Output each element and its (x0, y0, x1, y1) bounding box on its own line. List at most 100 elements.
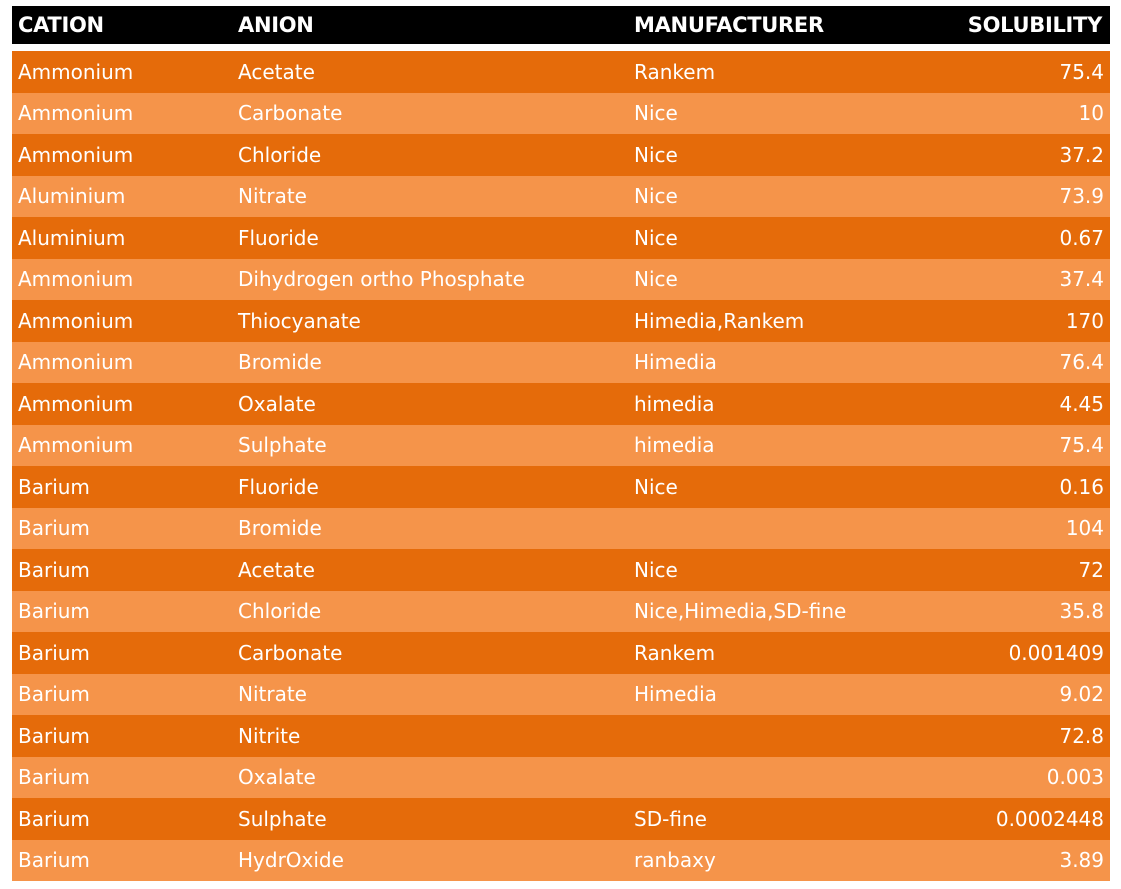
cell-solubility: 76.4 (918, 341, 1110, 383)
cell-manufacturer: Rankem (628, 51, 918, 93)
cell-solubility: 0.0002448 (918, 798, 1110, 840)
cell-manufacturer: Nice (628, 175, 918, 217)
cell-manufacturer: SD-fine (628, 798, 918, 840)
cell-solubility: 0.003 (918, 756, 1110, 798)
cell-manufacturer (628, 756, 918, 798)
cell-cation: Barium (12, 507, 232, 549)
cell-cation: Barium (12, 590, 232, 632)
cell-anion: Bromide (232, 507, 628, 549)
cell-solubility: 35.8 (918, 590, 1110, 632)
cell-solubility: 75.4 (918, 51, 1110, 93)
table-row: Barium HydrOxide ranbaxy 3.89 (12, 839, 1110, 881)
header-anion: ANION (232, 6, 628, 44)
cell-manufacturer: Nice (628, 92, 918, 134)
cell-anion: Chloride (232, 134, 628, 176)
table-row: Barium Bromide 104 (12, 507, 1110, 549)
cell-manufacturer: Rankem (628, 632, 918, 674)
table-row: Barium Nitrate Himedia 9.02 (12, 673, 1110, 715)
cell-manufacturer: Nice (628, 549, 918, 591)
table-row: Barium Nitrite 72.8 (12, 715, 1110, 757)
header-gap-cell (12, 44, 1110, 51)
cell-anion: Oxalate (232, 756, 628, 798)
cell-anion: Acetate (232, 549, 628, 591)
cell-cation: Ammonium (12, 134, 232, 176)
cell-manufacturer: Himedia (628, 341, 918, 383)
cell-manufacturer: Nice,Himedia,SD-fine (628, 590, 918, 632)
table-body: Ammonium Acetate Rankem 75.4 Ammonium Carbona… (12, 44, 1110, 881)
cell-cation: Barium (12, 549, 232, 591)
cell-solubility: 72 (918, 549, 1110, 591)
table-row: Aluminium Fluoride Nice 0.67 (12, 217, 1110, 259)
cell-solubility: 10 (918, 92, 1110, 134)
header-cation: CATION (12, 6, 232, 44)
cell-cation: Ammonium (12, 51, 232, 93)
cell-cation: Barium (12, 756, 232, 798)
cell-anion: Nitrate (232, 673, 628, 715)
cell-anion: HydrOxide (232, 839, 628, 881)
cell-anion: Thiocyanate (232, 300, 628, 342)
cell-anion: Carbonate (232, 92, 628, 134)
cell-cation: Aluminium (12, 175, 232, 217)
cell-cation: Barium (12, 673, 232, 715)
cell-manufacturer (628, 507, 918, 549)
table-row: Barium Chloride Nice,Himedia,SD-fine 35.8 (12, 590, 1110, 632)
table-row: Ammonium Chloride Nice 37.2 (12, 134, 1110, 176)
table-row: Ammonium Acetate Rankem 75.4 (12, 51, 1110, 93)
cell-anion: Carbonate (232, 632, 628, 674)
cell-cation: Aluminium (12, 217, 232, 259)
table-row: Aluminium Nitrate Nice 73.9 (12, 175, 1110, 217)
cell-cation: Barium (12, 466, 232, 508)
solubility-table-container: CATION ANION MANUFACTURER SOLUBILITY Amm… (12, 6, 1110, 881)
cell-solubility: 75.4 (918, 424, 1110, 466)
header-row: CATION ANION MANUFACTURER SOLUBILITY (12, 6, 1110, 44)
header-manufacturer: MANUFACTURER (628, 6, 918, 44)
cell-solubility: 0.67 (918, 217, 1110, 259)
table-row: Ammonium Oxalate himedia 4.45 (12, 383, 1110, 425)
cell-anion: Acetate (232, 51, 628, 93)
cell-cation: Ammonium (12, 258, 232, 300)
header-gap (12, 44, 1110, 51)
cell-solubility: 37.2 (918, 134, 1110, 176)
cell-solubility: 0.16 (918, 466, 1110, 508)
cell-manufacturer: Himedia,Rankem (628, 300, 918, 342)
solubility-table: CATION ANION MANUFACTURER SOLUBILITY Amm… (12, 6, 1110, 881)
cell-anion: Nitrate (232, 175, 628, 217)
cell-manufacturer: ranbaxy (628, 839, 918, 881)
cell-cation: Ammonium (12, 383, 232, 425)
cell-manufacturer: himedia (628, 424, 918, 466)
cell-solubility: 73.9 (918, 175, 1110, 217)
cell-cation: Barium (12, 632, 232, 674)
cell-solubility: 72.8 (918, 715, 1110, 757)
cell-cation: Ammonium (12, 92, 232, 134)
cell-anion: Dihydrogen ortho Phosphate (232, 258, 628, 300)
table-row: Ammonium Carbonate Nice 10 (12, 92, 1110, 134)
table-row: Barium Acetate Nice 72 (12, 549, 1110, 591)
cell-manufacturer (628, 715, 918, 757)
cell-cation: Ammonium (12, 424, 232, 466)
cell-manufacturer: Himedia (628, 673, 918, 715)
cell-anion: Bromide (232, 341, 628, 383)
table-row: Barium Oxalate 0.003 (12, 756, 1110, 798)
cell-manufacturer: himedia (628, 383, 918, 425)
table-header: CATION ANION MANUFACTURER SOLUBILITY (12, 6, 1110, 44)
cell-manufacturer: Nice (628, 466, 918, 508)
cell-manufacturer: Nice (628, 258, 918, 300)
cell-solubility: 170 (918, 300, 1110, 342)
cell-solubility: 4.45 (918, 383, 1110, 425)
cell-anion: Fluoride (232, 466, 628, 508)
cell-cation: Ammonium (12, 341, 232, 383)
cell-solubility: 9.02 (918, 673, 1110, 715)
cell-solubility: 0.001409 (918, 632, 1110, 674)
cell-cation: Barium (12, 798, 232, 840)
table-row: Barium Carbonate Rankem 0.001409 (12, 632, 1110, 674)
cell-manufacturer: Nice (628, 217, 918, 259)
cell-solubility: 37.4 (918, 258, 1110, 300)
cell-anion: Sulphate (232, 798, 628, 840)
cell-anion: Sulphate (232, 424, 628, 466)
cell-anion: Fluoride (232, 217, 628, 259)
table-row: Ammonium Sulphate himedia 75.4 (12, 424, 1110, 466)
cell-anion: Nitrite (232, 715, 628, 757)
cell-cation: Barium (12, 715, 232, 757)
cell-cation: Ammonium (12, 300, 232, 342)
header-solubility: SOLUBILITY (918, 6, 1110, 44)
